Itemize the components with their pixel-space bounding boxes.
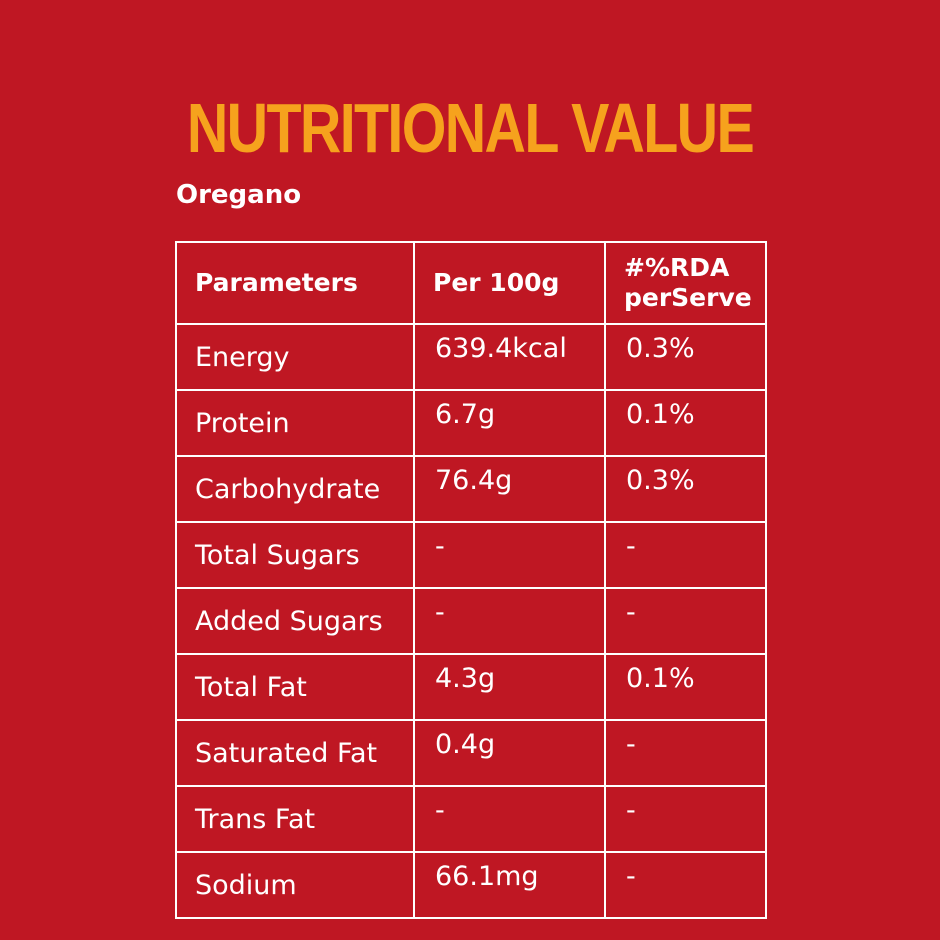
table-row: Trans Fat - - (175, 785, 767, 853)
parameter-cell: Protein (175, 389, 415, 457)
table-row: Saturated Fat 0.4g - (175, 719, 767, 787)
table-row: Total Sugars - - (175, 521, 767, 589)
column-header: Per 100g (413, 241, 606, 325)
value-cell: 0.3% (604, 323, 767, 391)
parameter-cell: Sodium (175, 851, 415, 919)
parameter-cell: Saturated Fat (175, 719, 415, 787)
value-cell: 6.7g (413, 389, 606, 457)
table-row: Sodium 66.1mg - (175, 851, 767, 919)
table-row: Protein 6.7g 0.1% (175, 389, 767, 457)
table-row: Energy 639.4kcal 0.3% (175, 323, 767, 391)
value-cell: 0.3% (604, 455, 767, 523)
header-row: Parameters Per 100g #%RDA perServe (175, 241, 767, 325)
title: NUTRITIONAL VALUE (186, 89, 755, 167)
column-header: #%RDA perServe (604, 241, 767, 325)
value-cell: - (413, 587, 606, 655)
table-row: Carbohydrate 76.4g 0.3% (175, 455, 767, 523)
subtitle: Oregano (176, 180, 302, 210)
value-cell: - (604, 521, 767, 589)
table-row: Added Sugars - - (175, 587, 767, 655)
value-cell: - (604, 719, 767, 787)
nutrition-table: Parameters Per 100g #%RDA perServe Energy 6… (175, 241, 767, 919)
value-cell: 76.4g (413, 455, 606, 523)
value-cell: 0.4g (413, 719, 606, 787)
parameter-cell: Added Sugars (175, 587, 415, 655)
value-cell: 4.3g (413, 653, 606, 721)
parameter-cell: Energy (175, 323, 415, 391)
value-cell: 0.1% (604, 389, 767, 457)
parameter-cell: Total Sugars (175, 521, 415, 589)
value-cell: - (604, 851, 767, 919)
table-body: Energy 639.4kcal 0.3% Protein 6.7g 0.1% Carboh… (175, 323, 767, 919)
value-cell: - (413, 785, 606, 853)
parameter-cell: Total Fat (175, 653, 415, 721)
value-cell: - (413, 521, 606, 589)
value-cell: - (604, 587, 767, 655)
parameter-cell: Carbohydrate (175, 455, 415, 523)
column-header: Parameters (175, 241, 415, 325)
table-row: Total Fat 4.3g 0.1% (175, 653, 767, 721)
parameter-cell: Trans Fat (175, 785, 415, 853)
value-cell: - (604, 785, 767, 853)
value-cell: 639.4kcal (413, 323, 606, 391)
value-cell: 0.1% (604, 653, 767, 721)
value-cell: 66.1mg (413, 851, 606, 919)
